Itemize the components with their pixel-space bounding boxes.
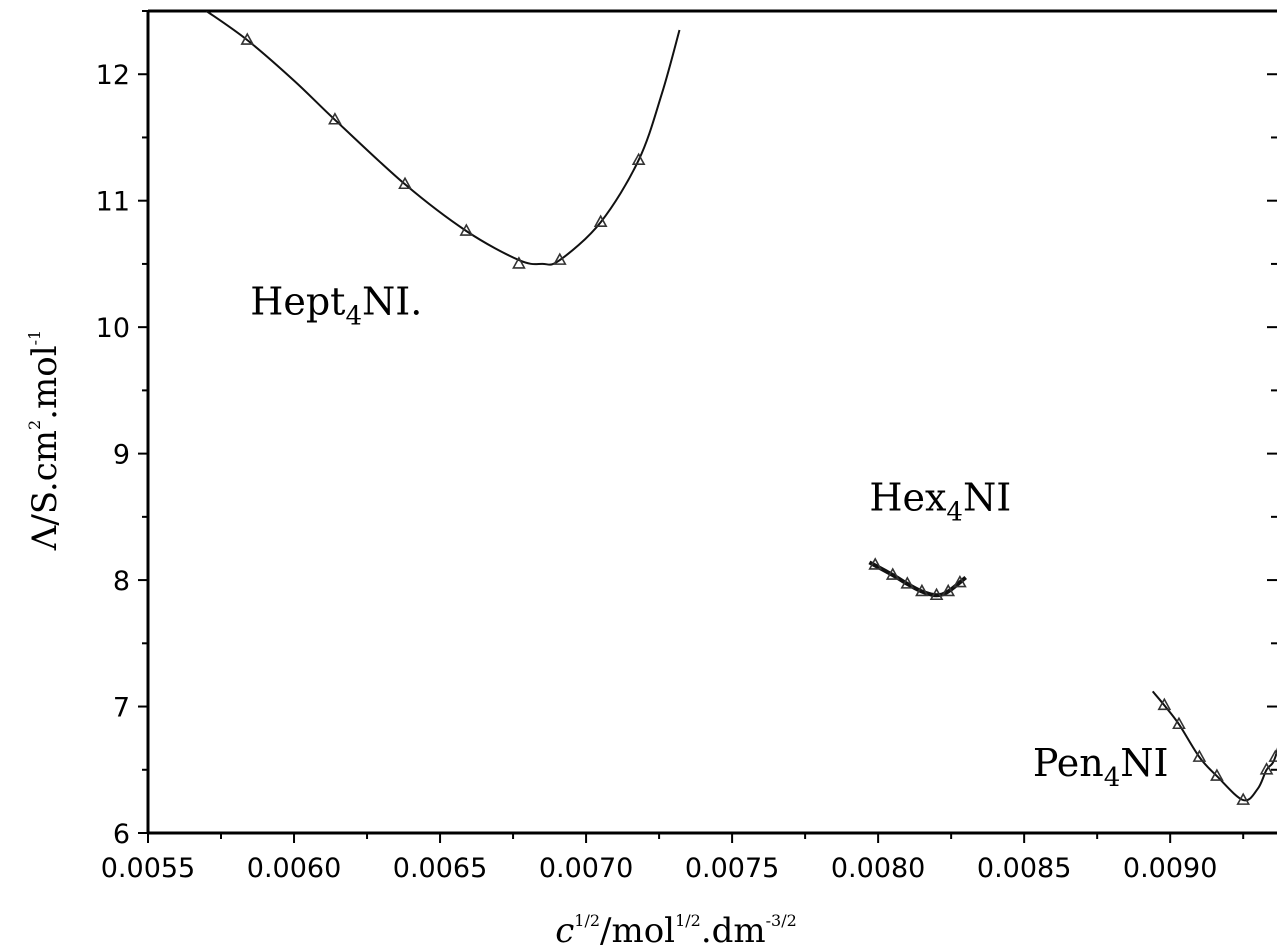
y-axis-title-sup1: 2 bbox=[25, 420, 44, 430]
y-tick-label: 6 bbox=[113, 819, 130, 850]
hept-point bbox=[240, 32, 255, 45]
y-axis-title-base: Λ/S.cm bbox=[25, 430, 65, 551]
hex-point bbox=[900, 576, 915, 589]
hept-point bbox=[631, 152, 646, 166]
hept-curve bbox=[205, 11, 681, 266]
y-tick-label: 8 bbox=[113, 566, 130, 597]
x-axis-title-sup2: 1/2 bbox=[675, 911, 701, 930]
y-tick-label: 11 bbox=[96, 187, 130, 218]
y-tick-label: 7 bbox=[113, 693, 130, 724]
hept-point bbox=[593, 214, 608, 227]
pen-point bbox=[1210, 768, 1224, 781]
pen-series-label: Pen4NI bbox=[1033, 741, 1169, 793]
pen-point bbox=[1157, 697, 1172, 711]
pen-point bbox=[1172, 716, 1186, 730]
y-axis-title-sup2: -1 bbox=[25, 330, 44, 346]
hept-series-label: Hept4NI. bbox=[250, 280, 422, 332]
pen-curve bbox=[1151, 690, 1277, 802]
x-tick-label: 0.0080 bbox=[831, 853, 925, 884]
hex-point bbox=[941, 583, 956, 597]
x-axis-title-sup3: -3/2 bbox=[766, 911, 797, 930]
hex-point bbox=[915, 583, 929, 597]
hept-point bbox=[512, 256, 526, 269]
x-tick-label: 0.0075 bbox=[685, 853, 779, 884]
hex-point bbox=[885, 567, 900, 580]
x-tick-label: 0.0090 bbox=[1123, 853, 1217, 884]
x-tick-label: 0.0060 bbox=[247, 853, 341, 884]
hex-point bbox=[868, 557, 883, 570]
pen-point bbox=[1192, 749, 1207, 762]
y-tick-label: 9 bbox=[113, 440, 130, 471]
y-tick-label: 12 bbox=[96, 60, 130, 91]
hept-point bbox=[552, 252, 567, 265]
x-axis-title-mid: /mol bbox=[600, 911, 675, 946]
x-tick-label: 0.0085 bbox=[977, 853, 1071, 884]
hex-point bbox=[953, 574, 967, 588]
pen-point bbox=[1236, 792, 1251, 805]
x-axis-title-base: c bbox=[555, 911, 574, 946]
x-tick-label: 0.0070 bbox=[539, 853, 633, 884]
y-axis-title-mid: .mol bbox=[25, 345, 65, 419]
x-axis-title-tail: .dm bbox=[701, 911, 766, 946]
hept-point bbox=[328, 112, 342, 125]
hex-curve bbox=[868, 560, 967, 598]
x-tick-label: 0.0065 bbox=[393, 853, 487, 884]
y-axis-title: Λ/S.cm2.mol-1 bbox=[25, 330, 65, 551]
hept-point bbox=[398, 176, 412, 190]
hex-point bbox=[929, 587, 944, 601]
pen-point bbox=[1268, 749, 1277, 762]
x-axis-title-sup1: 1/2 bbox=[574, 911, 600, 930]
y-tick-label: 10 bbox=[96, 313, 130, 344]
x-tick-label: 0.0055 bbox=[101, 853, 195, 884]
hex-series-label: Hex4NI bbox=[869, 476, 1011, 528]
pen-point bbox=[1259, 762, 1274, 775]
hept-point bbox=[459, 223, 474, 236]
x-axis-title: c1/2/mol1/2.dm-3/2 bbox=[555, 911, 797, 946]
